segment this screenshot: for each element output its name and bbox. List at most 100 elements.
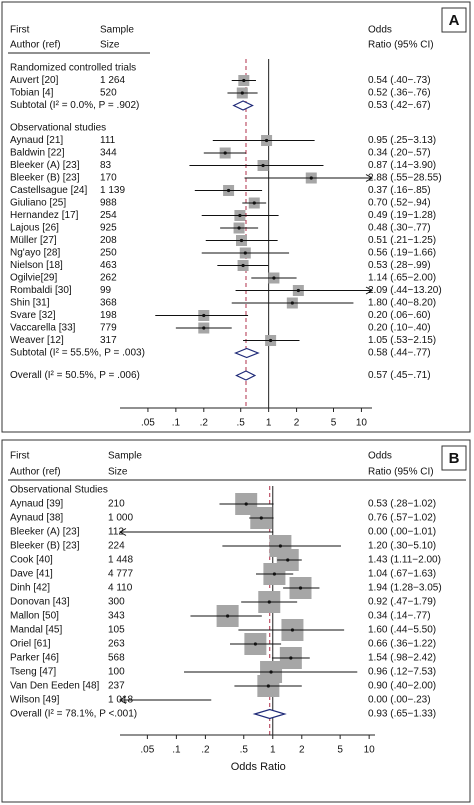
point-estimate: [240, 91, 244, 95]
odds-ratio-label: 0.52 (.36−.76): [368, 88, 431, 99]
x-tick-label: .5: [240, 745, 249, 756]
sample-size: 224: [108, 541, 125, 552]
column-header: Sample: [100, 25, 134, 36]
point-estimate: [298, 586, 303, 590]
odds-ratio-label: 0.57 (.45−.71): [368, 370, 431, 381]
x-tick-label: 2: [299, 745, 305, 756]
x-tick-label: .2: [201, 745, 210, 756]
study-author: Tseng [47]: [10, 667, 56, 678]
sample-size: 100: [108, 667, 125, 678]
column-header: Odds: [368, 451, 392, 462]
point-estimate: [243, 251, 247, 255]
odds-ratio-label: 1.04 (.67−1.63): [368, 569, 436, 580]
point-estimate: [237, 226, 241, 230]
pooled-label: Subtotal (I² = 55.5%, P = .003): [10, 348, 145, 359]
sample-size: 170: [100, 173, 117, 184]
sample-size: 520: [100, 88, 117, 99]
panel-label-box: [441, 7, 467, 33]
study-author: Lajous [26]: [10, 223, 59, 234]
point-estimate: [272, 276, 276, 280]
pooled-diamond: [235, 370, 257, 381]
point-estimate: [239, 238, 244, 243]
odds-ratio-label: 0.53 (.28−.99): [368, 260, 431, 271]
sample-size: 111: [100, 135, 116, 146]
sample-size: 988: [100, 198, 117, 209]
point-estimate: [289, 656, 293, 660]
point-estimate: [264, 138, 269, 143]
sample-size: 198: [100, 310, 117, 321]
point-estimate: [290, 301, 294, 305]
odds-ratio-label: 1.14 (.65−2.00): [368, 273, 436, 284]
odds-ratio-label: 0.90 (.40−2.00): [368, 681, 436, 692]
study-author: Aynaud [39]: [10, 499, 63, 510]
study-author: Donovan [43]: [10, 597, 70, 608]
odds-ratio-label: 1.05 (.53−2.15): [368, 335, 436, 346]
odds-ratio-label: 1.94 (1.28−3.05): [368, 583, 442, 594]
odds-ratio-label: 0.66 (.36−1.22): [368, 639, 436, 650]
group-heading: Observational studies: [10, 123, 106, 134]
study-author: Castellsague [24]: [10, 185, 87, 196]
odds-ratio-label: 0.76 (.57−1.02): [368, 513, 436, 524]
study-author: Wilson [49]: [10, 695, 60, 706]
point-estimate: [290, 628, 295, 632]
x-tick-label: .05: [141, 418, 155, 429]
sample-size: 1 448: [108, 555, 133, 566]
sample-size: 317: [100, 335, 117, 346]
point-estimate: [261, 163, 265, 168]
study-author: Aynaud [38]: [10, 513, 63, 524]
sample-size: 4 110: [108, 583, 133, 594]
study-author: Shin [31]: [10, 298, 50, 309]
odds-ratio-label: 2.09 (.44−13.20): [368, 285, 442, 296]
study-author: Dave [41]: [10, 569, 53, 580]
sample-size: 925: [100, 223, 117, 234]
column-header: Size: [108, 467, 128, 478]
point-estimate: [267, 600, 271, 604]
sample-size: 208: [100, 235, 117, 246]
study-author: Svare [32]: [10, 310, 56, 321]
study-author: Nielson [18]: [10, 260, 63, 271]
sample-size: 568: [108, 653, 125, 664]
odds-ratio-label: 1.43 (1.11−2.00): [368, 555, 441, 566]
study-author: Tobian [4]: [10, 88, 54, 99]
panel-label: A: [449, 12, 460, 29]
odds-ratio-label: 0.93 (.65−1.33): [368, 709, 436, 720]
panel-label: B: [449, 450, 460, 467]
odds-ratio-label: 0.34 (.20−.57): [368, 148, 431, 159]
odds-ratio-label: 1.80 (.40−8.20): [368, 298, 436, 309]
odds-ratio-label: 0.92 (.47−1.79): [368, 597, 436, 608]
study-author: Mandal [45]: [10, 625, 62, 636]
sample-size: 344: [100, 148, 117, 159]
study-author: Rombaldi [30]: [10, 285, 72, 296]
sample-size: 343: [108, 611, 125, 622]
panel-frame: [1, 1, 471, 433]
odds-ratio-label: 1.54 (.98−2.42): [368, 653, 436, 664]
odds-ratio-label: 2.88 (.55−28.55): [368, 173, 442, 184]
study-author: Van Den Eeden [48]: [10, 681, 100, 692]
x-tick-label: .1: [172, 418, 181, 429]
study-author: Bleeker (A) [23]: [10, 527, 80, 538]
sample-size: 210: [108, 499, 125, 510]
odds-ratio-label: 0.37 (.16−.85): [368, 185, 431, 196]
sample-size: 263: [108, 639, 125, 650]
x-tick-label: 5: [331, 418, 337, 429]
forest-panel: A First Author (ref) Sample Size Odds Ratio (9…: [1, 1, 471, 433]
study-author: Bleeker (B) [23]: [10, 541, 80, 552]
x-tick-label: .5: [237, 418, 246, 429]
column-header: Odds: [368, 25, 392, 36]
odds-ratio-label: 0.58 (.44−.77): [368, 348, 431, 359]
sample-size: 237: [108, 681, 125, 692]
pooled-label: Overall (I² = 50.5%, P = .006): [10, 370, 140, 381]
column-header: First: [10, 25, 30, 36]
x-tick-label: 10: [356, 418, 368, 429]
point-estimate: [259, 516, 263, 520]
study-author: Parker [46]: [10, 653, 59, 664]
odds-ratio-label: 0.96 (.12−7.53): [368, 667, 436, 678]
pooled-diamond: [252, 708, 287, 720]
point-estimate: [269, 670, 273, 674]
x-axis-label: Odds Ratio: [231, 761, 286, 773]
sample-size: 262: [100, 273, 117, 284]
sample-size: 779: [100, 323, 117, 334]
column-header: Ratio (95% CI): [368, 40, 434, 51]
sample-size: 99: [100, 285, 112, 296]
